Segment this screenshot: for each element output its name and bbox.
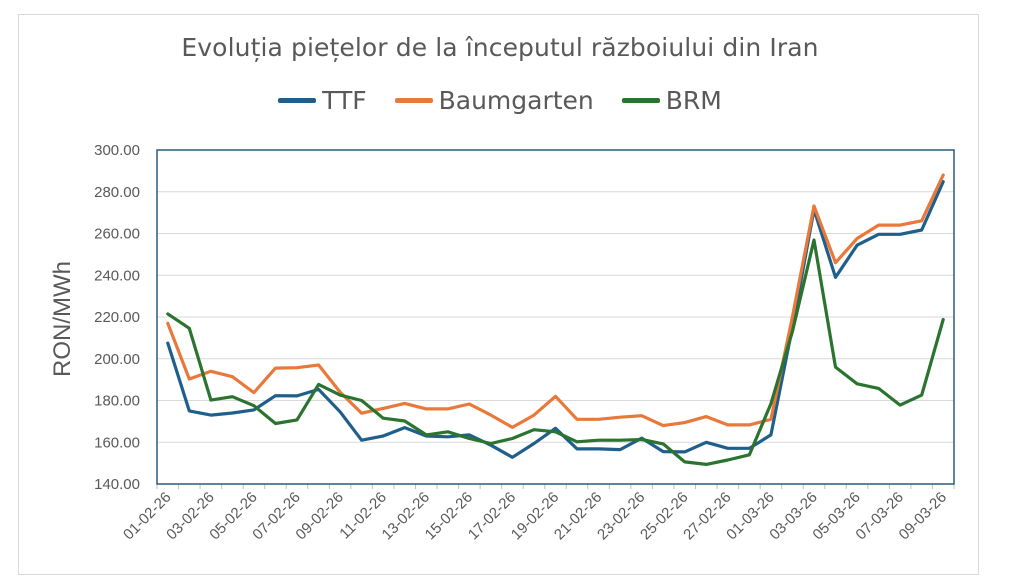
series-line-baumgarten — [166, 173, 945, 429]
y-tick-label: 180.00 — [94, 393, 140, 410]
legend-item-ttf: TTF — [278, 86, 367, 115]
y-tick-label: 260.00 — [94, 226, 140, 243]
y-tick-label: 140.00 — [94, 476, 140, 493]
gridlines — [157, 149, 954, 485]
x-axis-labels: 01-02-2603-02-2605-02-2607-02-2609-02-26… — [120, 489, 950, 543]
legend-label-brm: BRM — [665, 86, 722, 115]
series-lines — [166, 173, 945, 466]
x-axis-ticks — [156, 484, 955, 489]
x-tick-label: 09-02-26 — [292, 489, 346, 543]
y-tick-label: 200.00 — [94, 351, 140, 368]
y-tick-label: 160.00 — [94, 434, 140, 451]
legend-item-baumgarten: Baumgarten — [394, 86, 594, 115]
chart-legend: TTF Baumgarten BRM — [0, 86, 1000, 115]
x-tick-label: 09-03-26 — [896, 489, 950, 543]
legend-item-brm: BRM — [621, 86, 722, 115]
plot-area-border — [156, 149, 955, 485]
y-tick-label: 240.00 — [94, 267, 140, 284]
chart-title: Evoluția piețelor de la începutul război… — [181, 33, 819, 62]
legend-swatch-ttf — [278, 98, 317, 103]
chart-frame — [18, 14, 979, 575]
y-tick-label: 280.00 — [94, 184, 140, 201]
series-line-brm — [166, 238, 945, 466]
legend-label-baumgarten: Baumgarten — [438, 86, 594, 115]
y-axis-title: RON/MWh — [49, 261, 76, 377]
y-tick-label: 300.00 — [94, 142, 140, 159]
y-axis-labels: 140.00 160.00 180.00 200.00 220.00 240.00 260.… — [94, 142, 140, 493]
legend-label-ttf: TTF — [322, 86, 367, 115]
y-tick-label: 220.00 — [94, 309, 140, 326]
legend-swatch-baumgarten — [394, 98, 433, 103]
legend-swatch-brm — [621, 98, 660, 103]
